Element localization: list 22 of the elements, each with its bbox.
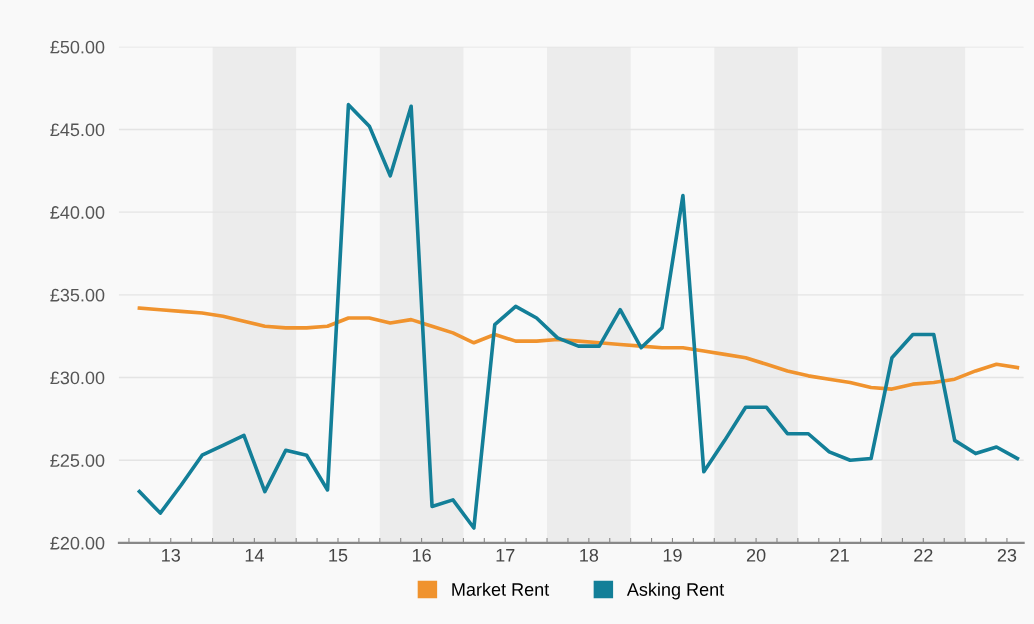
- line-series: [137, 306, 1020, 391]
- y-tick-label: £40.00: [50, 206, 105, 219]
- x-tick-label: 13: [162, 548, 180, 562]
- y-tick-label: £45.00: [50, 123, 105, 137]
- y-tick-label: £25.00: [50, 454, 105, 467]
- y-tick-label: £20.00: [50, 536, 105, 550]
- line-series: [137, 102, 1020, 530]
- x-tick-label: 22: [914, 548, 933, 562]
- x-tick-label: 14: [245, 549, 264, 562]
- x-tick-label: 19: [663, 548, 682, 562]
- x-tick-label: 15: [329, 549, 348, 562]
- y-tick-label: £30.00: [50, 371, 105, 385]
- x-tick-label: 21: [830, 548, 849, 562]
- x-tick-label: 16: [412, 548, 431, 562]
- x-tick-label: 23: [997, 548, 1017, 562]
- x-tick-label: 20: [746, 548, 766, 562]
- y-tick-label: £50.00: [50, 40, 105, 54]
- y-tick-label: £35.00: [50, 288, 105, 302]
- legend-label: Asking Rent: [626, 582, 725, 600]
- x-tick-label: 18: [580, 548, 599, 562]
- legend-label: Market Rent: [452, 582, 550, 596]
- x-tick-label: 17: [496, 549, 515, 562]
